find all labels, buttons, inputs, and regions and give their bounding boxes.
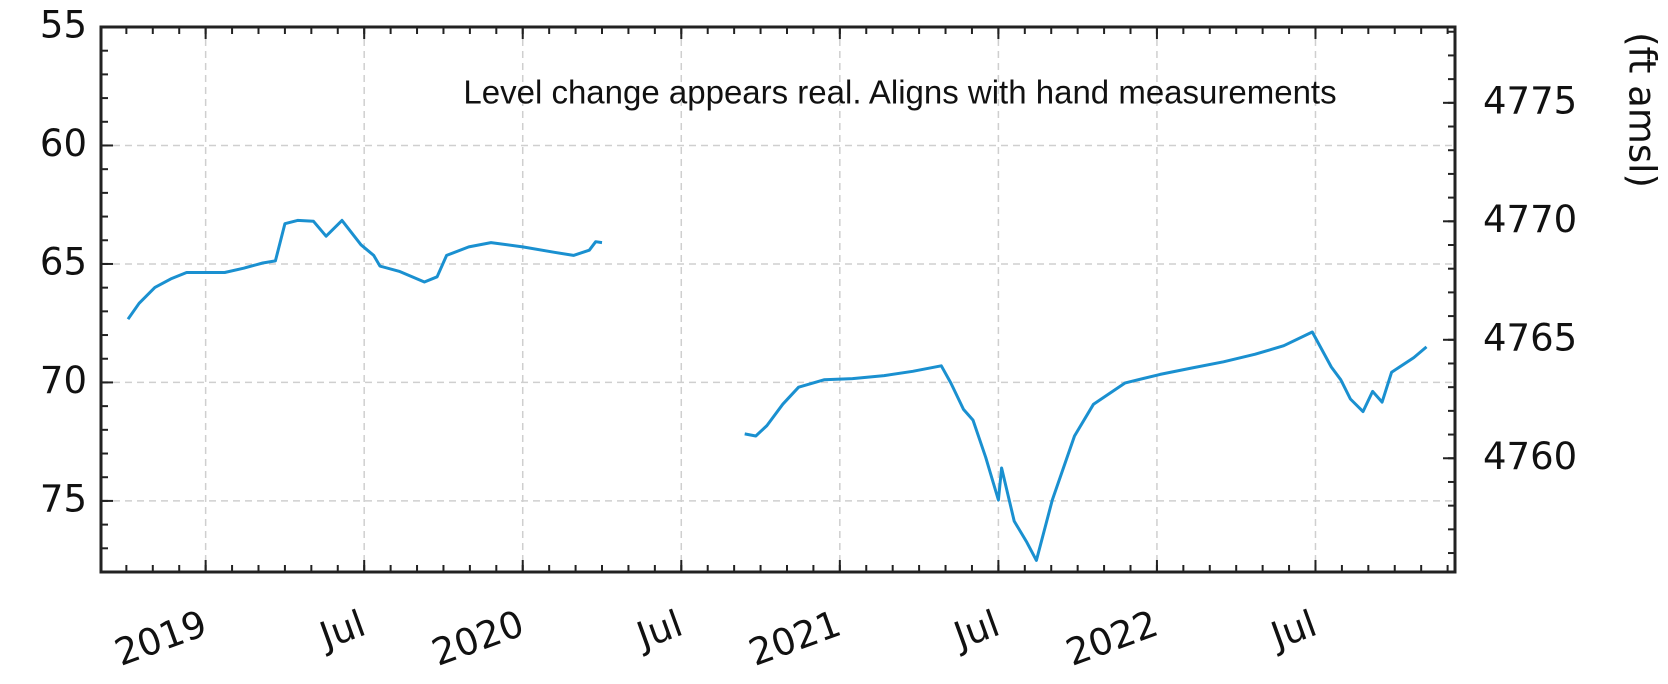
x-tick-label: Jul [629, 602, 688, 658]
x-tick-label: 2022 [1060, 602, 1163, 675]
y2-axis-label: (ft amsl) [1621, 32, 1664, 188]
y2-tick-label: 4760 [1483, 435, 1577, 478]
annotation: Level change appears real. Aligns with h… [463, 74, 1336, 111]
data-line [126, 218, 1428, 562]
x-tick-label: 2020 [426, 602, 529, 675]
y-tick-label: 70 [40, 359, 87, 402]
y2-tick-label: 4775 [1483, 79, 1577, 122]
x-tick-label: 2019 [109, 602, 212, 675]
x-tick-label: Jul [1264, 602, 1323, 658]
y-tick-label: 60 [40, 122, 87, 165]
y-tick-label: 65 [40, 240, 87, 283]
x-tick-label: Jul [312, 602, 371, 658]
y-tick-label: 55 [40, 4, 87, 47]
y2-tick-label: 4765 [1483, 316, 1577, 359]
x-tick-label: 2021 [743, 602, 846, 675]
y-tick-label: 75 [40, 477, 87, 520]
x-tick-label: Jul [947, 602, 1006, 658]
y2-tick-label: 4770 [1483, 198, 1577, 241]
plot-frame [99, 25, 1457, 574]
